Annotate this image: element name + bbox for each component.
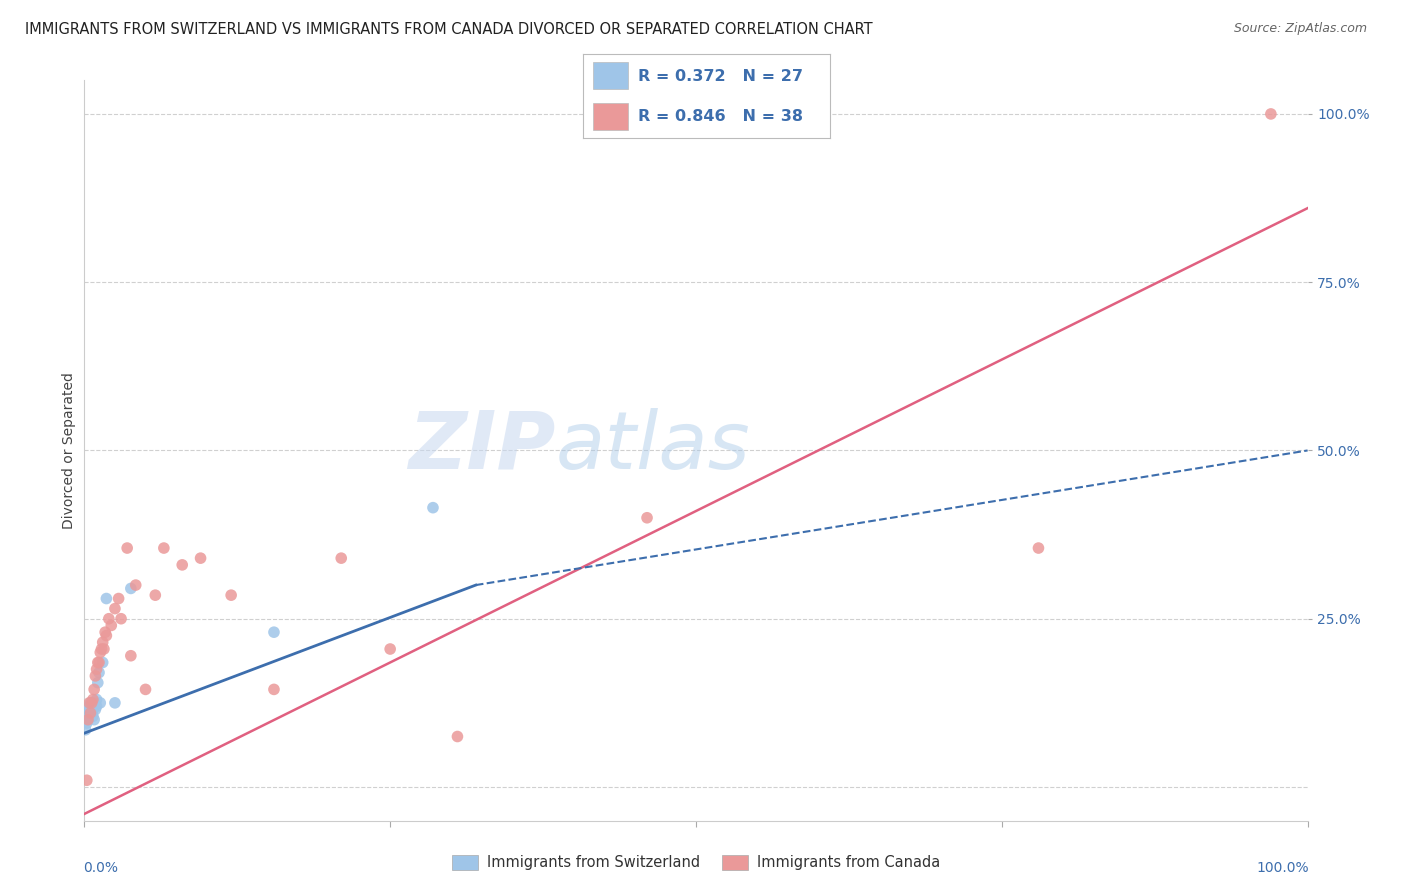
Point: [91, 635, 114, 649]
Y-axis label: Divorced or Separated: Divorced or Separated: [62, 372, 76, 529]
Point: [83, 682, 105, 697]
Point: [96, 628, 118, 642]
Point: [104, 601, 127, 615]
Text: atlas: atlas: [555, 408, 749, 486]
Point: [76, 773, 98, 788]
Point: [104, 696, 127, 710]
Point: [77, 696, 100, 710]
Point: [110, 612, 132, 626]
Text: ZIP: ZIP: [408, 408, 555, 486]
Point: [84, 669, 107, 683]
Point: [77, 706, 100, 720]
Point: [80, 696, 103, 710]
Point: [87, 656, 110, 670]
Point: [87, 675, 110, 690]
Point: [263, 625, 285, 640]
Point: [77, 713, 100, 727]
Text: IMMIGRANTS FROM SWITZERLAND VS IMMIGRANTS FROM CANADA DIVORCED OR SEPARATED CORR: IMMIGRANTS FROM SWITZERLAND VS IMMIGRANT…: [25, 22, 873, 37]
Point: [86, 662, 108, 676]
Point: [77, 703, 100, 717]
Point: [89, 696, 111, 710]
Point: [1260, 107, 1282, 121]
Point: [94, 625, 117, 640]
Point: [1028, 541, 1050, 555]
Point: [79, 703, 101, 717]
Point: [190, 551, 212, 566]
Text: R = 0.372   N = 27: R = 0.372 N = 27: [638, 69, 803, 84]
Point: [87, 665, 110, 680]
Point: [79, 696, 101, 710]
Point: [107, 591, 129, 606]
Point: [83, 713, 105, 727]
Point: [87, 656, 110, 670]
Point: [143, 588, 166, 602]
Point: [263, 682, 285, 697]
Point: [96, 591, 118, 606]
Point: [77, 699, 100, 714]
Point: [380, 642, 402, 657]
Point: [636, 510, 658, 524]
Point: [446, 730, 468, 744]
Point: [86, 699, 108, 714]
Point: [330, 551, 353, 566]
Point: [80, 706, 103, 720]
Point: [83, 696, 105, 710]
Text: 100.0%: 100.0%: [1256, 862, 1309, 875]
Point: [93, 642, 115, 657]
Point: [82, 692, 104, 706]
Point: [90, 642, 112, 657]
Point: [82, 703, 104, 717]
Point: [76, 709, 98, 723]
Text: R = 0.846   N = 38: R = 0.846 N = 38: [638, 109, 803, 124]
Point: [91, 656, 114, 670]
Point: [100, 618, 122, 632]
Point: [422, 500, 444, 515]
Point: [82, 709, 104, 723]
Point: [120, 582, 142, 596]
Point: [79, 706, 101, 720]
Point: [153, 541, 176, 555]
Point: [76, 716, 98, 731]
Legend: Immigrants from Switzerland, Immigrants from Canada: Immigrants from Switzerland, Immigrants …: [446, 849, 946, 876]
Point: [84, 703, 107, 717]
Bar: [593, 103, 627, 130]
Point: [172, 558, 194, 572]
Point: [219, 588, 242, 602]
Point: [135, 682, 157, 697]
Point: [120, 648, 142, 663]
Text: 0.0%: 0.0%: [83, 862, 118, 875]
Bar: [593, 62, 627, 89]
Point: [86, 692, 108, 706]
Point: [97, 612, 120, 626]
Point: [115, 541, 138, 555]
Point: [80, 699, 103, 714]
Text: Source: ZipAtlas.com: Source: ZipAtlas.com: [1233, 22, 1367, 36]
Point: [125, 578, 148, 592]
Point: [75, 723, 97, 737]
Point: [89, 645, 111, 659]
Point: [77, 713, 100, 727]
